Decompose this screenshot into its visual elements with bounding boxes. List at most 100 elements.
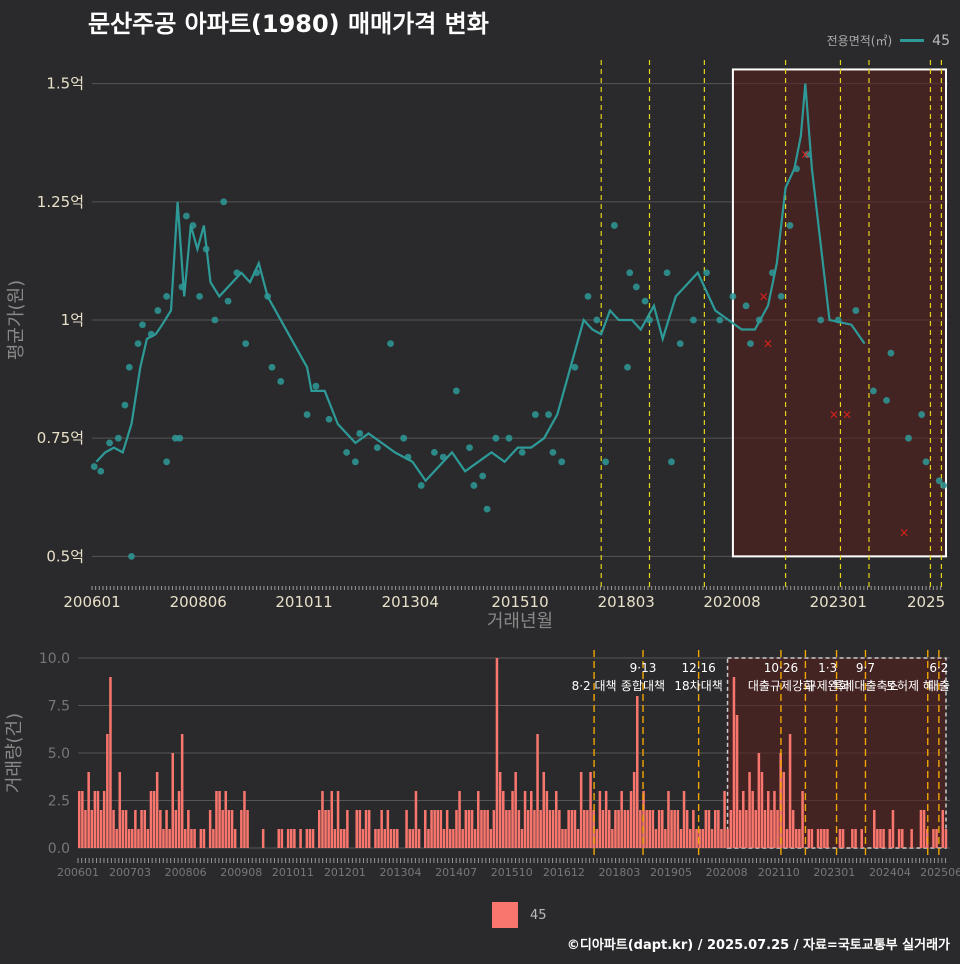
volume-bar bbox=[919, 810, 923, 848]
bottom-x-tick-label: 201803 bbox=[598, 866, 640, 879]
price-point bbox=[277, 378, 285, 385]
volume-bar bbox=[293, 829, 296, 848]
volume-bar bbox=[336, 791, 340, 848]
top-y-tick-label: 1.5억 bbox=[46, 75, 84, 93]
volume-bar bbox=[240, 810, 243, 848]
volume-bar bbox=[333, 829, 337, 848]
price-point bbox=[786, 222, 794, 229]
volume-bar bbox=[112, 810, 115, 848]
volume-bar bbox=[608, 810, 611, 848]
bottom-x-tick-label: 202110 bbox=[758, 866, 800, 879]
volume-bar bbox=[433, 810, 436, 848]
volume-bar bbox=[152, 791, 156, 848]
volume-bar bbox=[121, 810, 125, 848]
volume-bar bbox=[776, 810, 779, 848]
policy-name-label: 18차대책 bbox=[674, 678, 722, 693]
volume-bar bbox=[583, 810, 586, 848]
volume-bar bbox=[514, 772, 517, 848]
top-x-tick-label: 201510 bbox=[491, 593, 548, 611]
volume-bar bbox=[651, 810, 655, 848]
volume-bar bbox=[838, 829, 842, 848]
volume-bar bbox=[389, 829, 393, 848]
bottom-x-tick-label: 201407 bbox=[435, 866, 477, 879]
volume-bar bbox=[614, 810, 617, 848]
volume-bar bbox=[598, 791, 602, 848]
volume-bar bbox=[171, 753, 175, 848]
volume-bar bbox=[277, 829, 281, 848]
price-point bbox=[922, 458, 930, 466]
volume-bar bbox=[623, 810, 627, 848]
volume-bar bbox=[732, 677, 736, 848]
volume-bar bbox=[664, 829, 667, 848]
price-point bbox=[163, 292, 171, 300]
volume-bar bbox=[555, 791, 558, 848]
policy-date-label: 6·2 bbox=[929, 661, 948, 675]
volume-bar bbox=[944, 829, 948, 848]
price-point bbox=[626, 269, 634, 277]
volume-bar bbox=[480, 810, 483, 848]
volume-bar bbox=[720, 829, 723, 848]
price-point bbox=[571, 363, 579, 371]
volume-bar bbox=[935, 829, 938, 848]
volume-bar bbox=[180, 734, 184, 848]
volume-bar bbox=[339, 829, 343, 848]
volume-bar bbox=[735, 715, 739, 848]
volume-bar bbox=[632, 772, 636, 848]
volume-bar bbox=[879, 829, 882, 848]
price-point bbox=[470, 482, 478, 489]
legend-top-value: 45 bbox=[932, 32, 950, 49]
price-point bbox=[935, 477, 943, 485]
volume-bar bbox=[876, 829, 879, 848]
volume-bar bbox=[486, 810, 489, 848]
volume-bar bbox=[932, 829, 935, 848]
price-point bbox=[224, 297, 232, 305]
volume-bar bbox=[816, 829, 820, 848]
volume-bar bbox=[841, 829, 845, 848]
volume-bar bbox=[542, 772, 546, 848]
price-point bbox=[641, 297, 649, 305]
volume-bar bbox=[601, 810, 605, 848]
volume-bar bbox=[439, 810, 443, 848]
volume-bar bbox=[526, 810, 530, 848]
credit-text: ©디아파트(dapt.kr) / 2025.07.25 / 자료=국토교통부 실… bbox=[566, 938, 950, 953]
volume-bar bbox=[682, 791, 686, 848]
volume-bar bbox=[685, 810, 689, 848]
volume-bar bbox=[561, 829, 564, 848]
volume-bar bbox=[495, 658, 499, 848]
volume-bar bbox=[215, 791, 218, 848]
volume-bar bbox=[791, 810, 795, 848]
volume-bar bbox=[467, 810, 471, 848]
volume-bar bbox=[901, 829, 904, 848]
policy-name-label: 대출 bbox=[928, 679, 950, 693]
volume-bar bbox=[305, 829, 309, 848]
volume-bar bbox=[165, 810, 168, 848]
bottom-x-tick-label: 200601 bbox=[57, 866, 99, 879]
volume-bar bbox=[692, 810, 695, 848]
volume-bar bbox=[140, 810, 143, 848]
volume-bar bbox=[411, 829, 415, 848]
volume-bar bbox=[177, 791, 181, 848]
price-point bbox=[303, 411, 311, 418]
price-point bbox=[668, 458, 675, 466]
volume-bar bbox=[523, 791, 527, 848]
price-point bbox=[505, 434, 513, 442]
top-highlight-box bbox=[731, 68, 948, 558]
volume-bar bbox=[458, 791, 461, 848]
volume-bar bbox=[617, 810, 620, 848]
bottom-y-tick-label: 5.0 bbox=[48, 746, 70, 762]
cancelled-mark: × bbox=[842, 408, 852, 422]
volume-bar bbox=[576, 829, 580, 848]
volume-bar bbox=[770, 810, 773, 848]
volume-bar bbox=[346, 810, 349, 848]
price-point bbox=[351, 458, 359, 466]
volume-bar bbox=[442, 829, 446, 848]
top-x-tick-label: 201803 bbox=[598, 593, 655, 611]
price-point bbox=[887, 349, 895, 357]
policy-name-label: 8·2 대책 bbox=[572, 678, 617, 693]
price-point bbox=[356, 430, 364, 437]
price-point bbox=[466, 444, 473, 452]
volume-bar bbox=[723, 791, 726, 848]
bottom-x-tick-label: 201510 bbox=[491, 866, 533, 879]
price-point bbox=[431, 448, 438, 456]
volume-bar bbox=[146, 829, 150, 848]
